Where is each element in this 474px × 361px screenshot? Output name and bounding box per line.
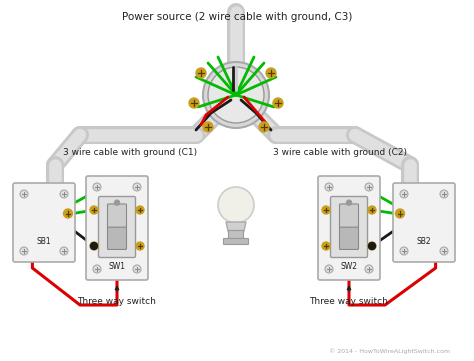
Circle shape — [203, 62, 269, 128]
Circle shape — [93, 265, 101, 273]
Circle shape — [90, 206, 98, 214]
Circle shape — [136, 242, 144, 250]
Circle shape — [136, 206, 144, 214]
Circle shape — [91, 243, 98, 249]
FancyBboxPatch shape — [86, 176, 148, 280]
Text: 3 wire cable with ground (C1): 3 wire cable with ground (C1) — [63, 148, 197, 157]
Circle shape — [189, 98, 199, 108]
Circle shape — [368, 243, 375, 249]
Circle shape — [115, 200, 119, 205]
FancyBboxPatch shape — [393, 183, 455, 262]
Polygon shape — [226, 222, 246, 231]
FancyBboxPatch shape — [330, 196, 367, 257]
Circle shape — [93, 183, 101, 191]
Circle shape — [133, 183, 141, 191]
FancyBboxPatch shape — [339, 204, 358, 228]
Circle shape — [203, 122, 213, 132]
Circle shape — [440, 190, 448, 198]
FancyBboxPatch shape — [318, 176, 380, 280]
Circle shape — [259, 122, 269, 132]
Circle shape — [196, 68, 206, 78]
Circle shape — [368, 206, 376, 214]
FancyBboxPatch shape — [108, 227, 127, 249]
Circle shape — [90, 242, 98, 250]
Circle shape — [365, 183, 373, 191]
Text: Three way switch: Three way switch — [78, 297, 156, 306]
FancyBboxPatch shape — [339, 227, 358, 249]
FancyBboxPatch shape — [108, 204, 127, 228]
Circle shape — [400, 190, 408, 198]
Text: Power source (2 wire cable with ground, C3): Power source (2 wire cable with ground, … — [122, 12, 352, 22]
Circle shape — [20, 190, 28, 198]
Circle shape — [322, 206, 330, 214]
Circle shape — [133, 265, 141, 273]
Text: SB2: SB2 — [417, 237, 431, 246]
FancyBboxPatch shape — [13, 183, 75, 262]
Text: 3 wire cable with ground (C2): 3 wire cable with ground (C2) — [273, 148, 407, 157]
Circle shape — [208, 67, 264, 123]
Circle shape — [273, 98, 283, 108]
FancyBboxPatch shape — [99, 196, 136, 257]
Circle shape — [60, 247, 68, 255]
Circle shape — [368, 242, 376, 250]
Text: SB1: SB1 — [36, 237, 51, 246]
FancyBboxPatch shape — [228, 231, 244, 239]
Circle shape — [400, 247, 408, 255]
FancyBboxPatch shape — [224, 239, 248, 244]
Circle shape — [20, 247, 28, 255]
Circle shape — [365, 265, 373, 273]
Circle shape — [440, 247, 448, 255]
Text: SW2: SW2 — [340, 262, 357, 271]
Text: SW1: SW1 — [109, 262, 126, 271]
Circle shape — [346, 200, 352, 205]
Circle shape — [395, 209, 404, 218]
Text: © 2014 - HowToWireALightSwitch.com: © 2014 - HowToWireALightSwitch.com — [329, 348, 451, 354]
Circle shape — [325, 183, 333, 191]
Circle shape — [64, 209, 73, 218]
Circle shape — [60, 190, 68, 198]
Text: Three way switch: Three way switch — [310, 297, 388, 306]
Circle shape — [266, 68, 276, 78]
Circle shape — [322, 242, 330, 250]
Circle shape — [218, 187, 254, 223]
Circle shape — [325, 265, 333, 273]
